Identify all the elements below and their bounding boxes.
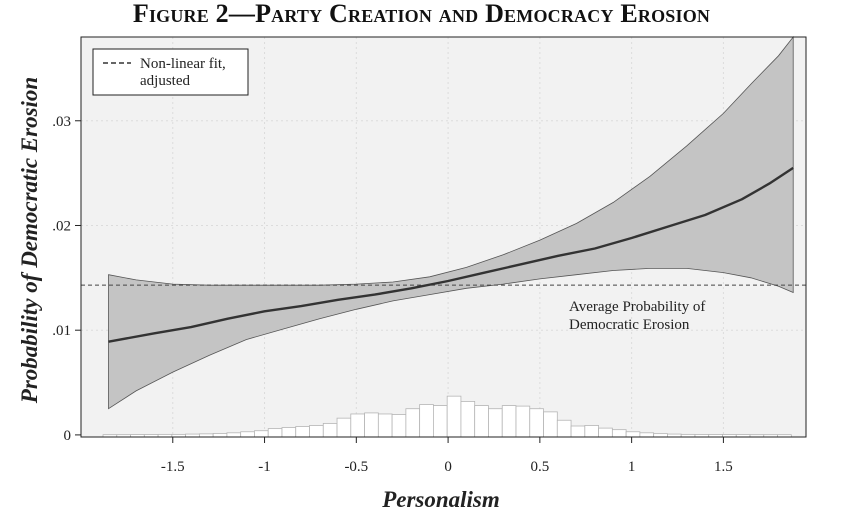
histogram-bar	[488, 408, 503, 438]
histogram-bar	[254, 430, 269, 438]
histogram-bar	[377, 413, 393, 438]
y-tick-label: .03	[52, 114, 71, 130]
histogram-bar	[529, 408, 544, 438]
histogram-bar	[515, 405, 531, 438]
histogram-bar	[543, 411, 558, 438]
histogram-bar	[267, 428, 283, 438]
x-axis-title: Personalism	[381, 487, 500, 512]
figure-title: Figure 2—Party Creation and Democracy Er…	[132, 0, 711, 28]
histogram-bar	[322, 422, 338, 438]
histogram-bar	[584, 425, 599, 438]
histogram-bar	[240, 431, 255, 438]
histogram-bar	[419, 404, 434, 438]
legend-label-line-2: adjusted	[140, 73, 190, 89]
legend: Non-linear fit, adjusted	[92, 48, 249, 96]
histogram-bar	[281, 427, 297, 438]
histogram-bar	[309, 425, 324, 438]
histogram-bar	[446, 395, 462, 438]
histogram-bar	[433, 405, 448, 438]
x-tick-label: 1	[628, 459, 636, 475]
y-tick-label: .02	[52, 218, 71, 234]
confidence-band	[108, 35, 794, 410]
legend-label-line-1: Non-linear fit,	[140, 56, 226, 72]
histogram-bar	[474, 405, 489, 438]
histogram-bar	[570, 425, 586, 438]
histogram-bar	[336, 417, 352, 438]
x-tick-label: 1.5	[714, 459, 733, 475]
legend-box	[92, 48, 249, 96]
histogram	[102, 395, 792, 438]
histogram-bar	[556, 419, 572, 438]
x-tick-label: 0	[444, 459, 452, 475]
fit-line	[108, 166, 794, 343]
histogram-bar	[405, 408, 421, 438]
reference-line-label-2: Democratic Erosion	[569, 317, 690, 333]
histogram-bar	[212, 433, 228, 438]
y-tick-label: 0	[64, 428, 72, 444]
y-axis-title: Probability of Democratic Erosion	[17, 77, 42, 404]
x-tick-label: -0.5	[344, 459, 368, 475]
histogram-bar	[639, 432, 655, 438]
histogram-bar	[295, 426, 310, 438]
x-tick-label: -1	[258, 459, 271, 475]
histogram-bar	[460, 400, 476, 438]
histogram-bar	[350, 413, 365, 438]
x-tick-label: 0.5	[530, 459, 549, 475]
histogram-bar	[653, 433, 668, 438]
x-tick-label: -1.5	[161, 459, 185, 475]
histogram-bar	[226, 432, 242, 438]
histogram-bar	[391, 414, 407, 438]
histogram-bar	[598, 427, 613, 438]
histogram-bar	[364, 412, 379, 438]
axes: -1.5 -1 -0.5 0 0.5 1 1.5 0 .01 .02 .03	[52, 114, 733, 475]
plot-frame	[80, 36, 807, 438]
histogram-bar	[625, 431, 641, 438]
reference-line-label-1: Average Probability of	[569, 299, 705, 315]
histogram-bar	[611, 429, 627, 438]
y-tick-label: .01	[52, 323, 71, 339]
histogram-bar	[501, 405, 517, 438]
